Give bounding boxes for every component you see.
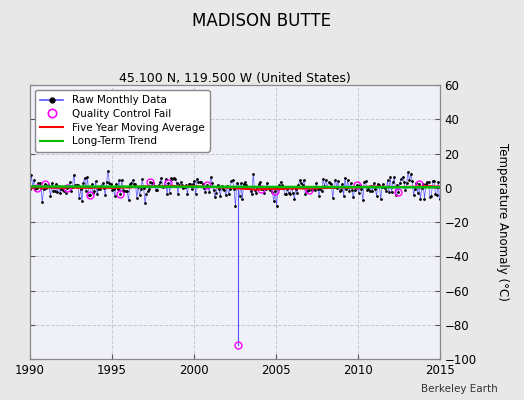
- Legend: Raw Monthly Data, Quality Control Fail, Five Year Moving Average, Long-Term Tren: Raw Monthly Data, Quality Control Fail, …: [35, 90, 210, 152]
- Y-axis label: Temperature Anomaly (°C): Temperature Anomaly (°C): [496, 143, 509, 301]
- Text: MADISON BUTTE: MADISON BUTTE: [192, 12, 332, 30]
- Title: 45.100 N, 119.500 W (United States): 45.100 N, 119.500 W (United States): [119, 72, 351, 85]
- Text: Berkeley Earth: Berkeley Earth: [421, 384, 498, 394]
